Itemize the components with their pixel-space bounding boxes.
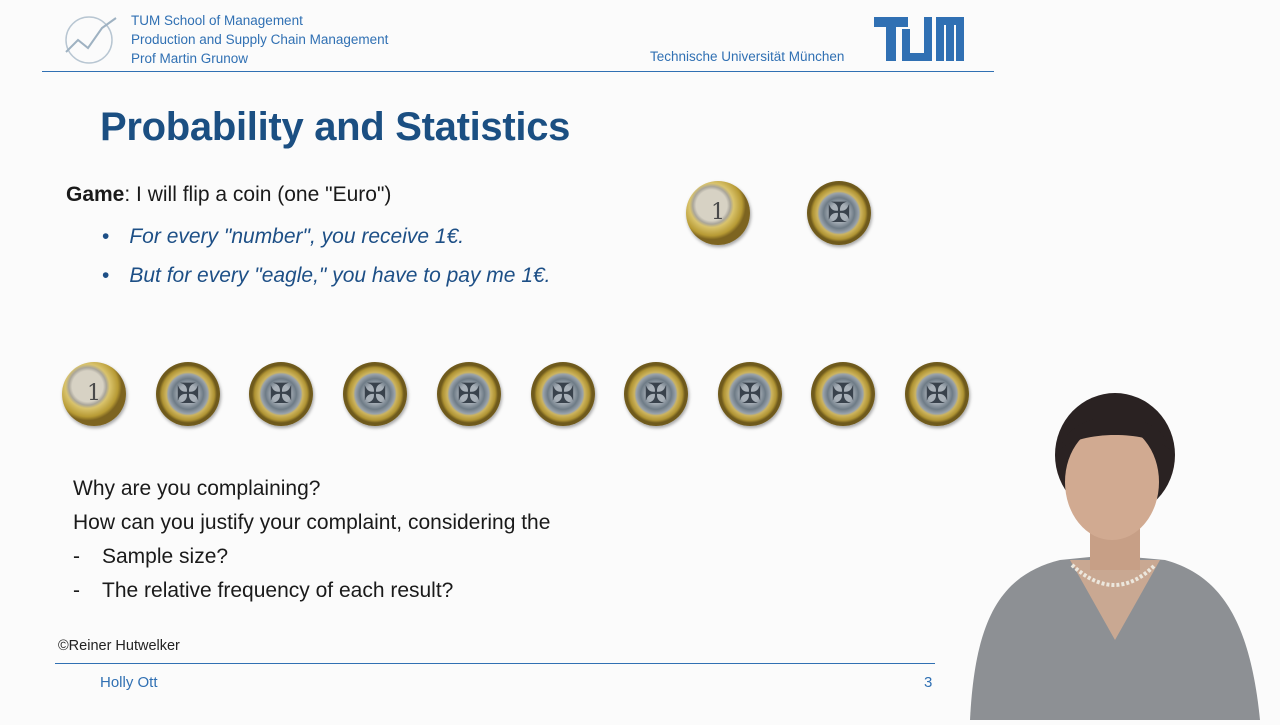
dash-item: - The relative frequency of each result? [73,579,453,603]
professor-name: Prof Martin Grunow [131,51,249,66]
school-logo-icon [62,12,118,66]
question-why: Why are you complaining? [73,477,321,500]
department-name: Production and Supply Chain Management [131,32,389,47]
bullet-text: For every "number", you receive 1€. [129,225,465,248]
euro-coin-eagle-icon: ✠ [807,181,871,245]
slide-title: Probability and Statistics [100,105,571,149]
dash-item-text: Sample size? [102,545,229,568]
page-number: 3 [924,674,933,691]
euro-coin-eagle-icon: ✠ [624,362,688,426]
presenter-name: Holly Ott [100,674,158,691]
dash-item-text: The relative frequency of each result? [102,579,454,602]
euro-coin-eagle-icon: ✠ [249,362,313,426]
euro-coin-eagle-icon: ✠ [811,362,875,426]
game-text: : I will flip a coin (one "Euro") [124,183,392,206]
school-name: TUM School of Management [131,13,303,28]
university-name: Technische Universität München [650,49,845,64]
bullet-item: • For every "number", you receive 1€. [102,225,464,249]
game-statement: Game: I will flip a coin (one "Euro") [66,183,391,207]
question-how: How can you justify your complaint, cons… [73,511,551,534]
tum-logo [874,15,964,63]
game-label: Game [66,183,125,206]
school-info: TUM School of Management Production and … [131,11,388,68]
euro-coin-eagle-icon: ✠ [437,362,501,426]
bullet-text: But for every "eagle," you have to pay m… [129,264,551,287]
euro-coin-eagle-icon: ✠ [531,362,595,426]
euro-coin-eagle-icon: ✠ [343,362,407,426]
header-divider [42,71,994,72]
dash-icon: - [73,579,80,602]
euro-coin-eagle-icon: ✠ [718,362,782,426]
bullet-dot-icon: • [102,264,110,287]
euro-coin-number-icon: 1 [62,362,126,426]
copyright-text: ©Reiner Hutwelker [58,638,180,654]
bullet-item: • But for every "eagle," you have to pay … [102,264,551,288]
euro-coin-eagle-icon: ✠ [905,362,969,426]
bullet-dot-icon: • [102,225,110,248]
footer-divider [55,663,935,664]
euro-coin-eagle-icon: ✠ [156,362,220,426]
presenter-video [950,390,1280,720]
euro-coin-number-icon: 1 [686,181,750,245]
dash-icon: - [73,545,80,568]
dash-item: - Sample size? [73,545,228,569]
